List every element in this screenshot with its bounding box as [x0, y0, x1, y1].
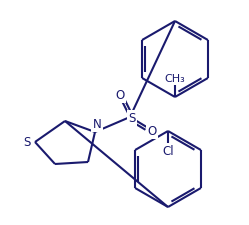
Text: CH₃: CH₃ — [165, 74, 185, 84]
Text: O: O — [115, 89, 125, 102]
Text: N: N — [93, 118, 101, 131]
Text: Cl: Cl — [162, 145, 174, 158]
Text: O: O — [147, 125, 157, 138]
Text: S: S — [23, 136, 31, 149]
Text: S: S — [128, 112, 136, 125]
